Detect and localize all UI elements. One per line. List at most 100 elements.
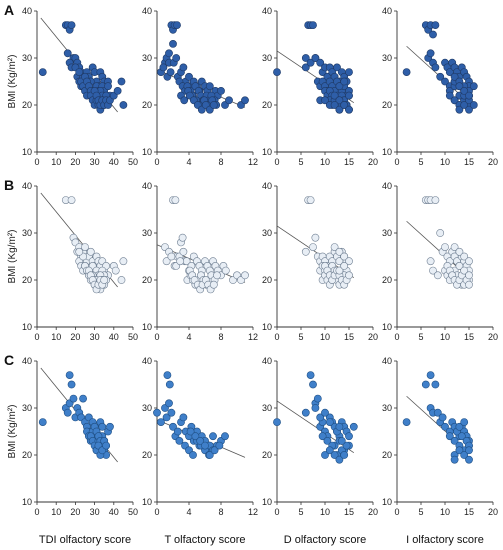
data-point: [460, 252, 469, 261]
y-tick-label: 40: [142, 356, 152, 366]
data-point: [67, 196, 76, 204]
panel-r2-c1: 10 20 30 40 0 4 8 12: [142, 356, 258, 517]
data-point: [175, 436, 184, 445]
data-point: [465, 91, 473, 100]
y-tick-label: 10: [382, 497, 392, 507]
y-tick-label: 20: [262, 100, 272, 110]
y-tick-label: 20: [262, 450, 272, 460]
x-tick-label: 40: [109, 157, 119, 167]
data-point: [196, 436, 205, 445]
y-axis-label: BMI (Kg/m²): [7, 55, 18, 109]
data-point: [311, 404, 320, 412]
y-tick-label: 10: [22, 147, 32, 157]
y-tick-label: 40: [382, 181, 392, 191]
data-point: [79, 394, 87, 403]
y-tick-label: 20: [22, 275, 32, 285]
data-point: [465, 105, 473, 114]
data-point: [63, 408, 72, 417]
data-point: [316, 58, 325, 67]
data-point: [431, 63, 440, 72]
y-tick-label: 40: [142, 181, 152, 191]
data-point: [460, 87, 469, 95]
y-tick-label: 10: [142, 497, 152, 507]
data-point: [325, 446, 334, 455]
x-tick-label: 5: [418, 332, 423, 342]
panel-r1-c2: 10 20 30 40 0 5 10 15 20: [262, 181, 378, 342]
data-point: [221, 432, 229, 441]
data-point: [340, 261, 349, 270]
data-point: [309, 243, 317, 251]
x-tick-label: 20: [70, 507, 80, 517]
data-point: [450, 455, 459, 464]
data-point: [179, 63, 188, 72]
x-tick-label: 50: [128, 332, 138, 342]
data-point: [342, 441, 351, 450]
y-tick-label: 10: [262, 147, 272, 157]
y-tick-label: 30: [262, 53, 272, 63]
data-point: [186, 427, 195, 436]
data-point: [217, 87, 225, 95]
data-point: [450, 436, 459, 445]
x-tick-label: 15: [344, 332, 354, 342]
data-point: [38, 68, 47, 76]
data-point: [465, 280, 473, 289]
data-point: [313, 394, 322, 403]
data-point: [167, 252, 176, 261]
y-tick-label: 30: [142, 53, 152, 63]
panel-r2-c3: 10 20 30 40 0 5 10 15 20: [382, 356, 498, 517]
y-tick-label: 20: [382, 100, 392, 110]
data-point: [330, 91, 339, 100]
x-tick-label: 10: [51, 157, 61, 167]
data-point: [205, 451, 214, 459]
data-point: [460, 266, 469, 275]
x-tick-label: 8: [218, 332, 223, 342]
y-tick-label: 10: [22, 497, 32, 507]
y-tick-label: 30: [262, 403, 272, 413]
x-tick-label: 0: [34, 332, 39, 342]
data-point: [306, 371, 315, 379]
data-point: [167, 408, 176, 417]
x-tick-label: 30: [90, 332, 100, 342]
data-point: [185, 72, 193, 81]
data-point: [421, 380, 430, 389]
data-point: [65, 371, 74, 379]
x-tick-label: 30: [90, 507, 100, 517]
data-point: [436, 72, 445, 81]
data-point: [111, 266, 120, 275]
y-tick-label: 40: [142, 6, 152, 16]
data-point: [455, 446, 464, 455]
data-point: [455, 422, 464, 431]
data-point: [311, 54, 320, 62]
data-point: [460, 101, 469, 109]
data-point: [157, 418, 165, 426]
y-tick-label: 30: [142, 403, 152, 413]
data-point: [325, 418, 334, 426]
data-point: [402, 68, 411, 76]
y-tick-label: 30: [22, 53, 32, 63]
y-tick-label: 20: [382, 450, 392, 460]
panel-r0-c1: 10 20 30 40 0 4 8 12: [142, 6, 258, 167]
x-tick-label: 0: [274, 507, 279, 517]
x-tick-label: 8: [218, 157, 223, 167]
panel-r1-c1: 10 20 30 40 0 4 8 12: [142, 181, 258, 342]
data-point: [69, 394, 78, 403]
data-point: [431, 196, 440, 204]
data-point: [178, 233, 187, 242]
data-point: [165, 49, 173, 58]
data-point: [172, 54, 181, 62]
data-point: [119, 101, 128, 109]
data-point: [445, 432, 454, 441]
x-tick-label: 0: [394, 332, 399, 342]
x-tick-label: 15: [464, 507, 474, 517]
data-point: [191, 432, 200, 441]
data-point: [431, 21, 440, 29]
data-point: [209, 280, 218, 289]
data-point: [433, 271, 442, 280]
x-tick-label: 5: [298, 507, 303, 517]
x-tick-label: 12: [248, 332, 258, 342]
x-tick-label: 15: [344, 157, 354, 167]
data-point: [67, 380, 76, 389]
data-point: [455, 247, 464, 256]
data-point: [465, 257, 473, 266]
